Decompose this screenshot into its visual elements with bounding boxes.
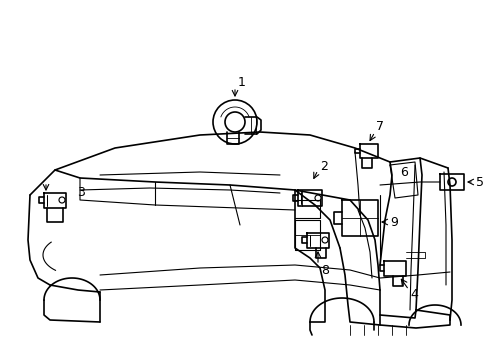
Text: 6: 6 <box>399 166 407 179</box>
Circle shape <box>59 197 65 203</box>
Text: 8: 8 <box>320 264 328 276</box>
Text: 1: 1 <box>238 76 245 89</box>
Circle shape <box>314 195 320 201</box>
Text: 9: 9 <box>389 216 397 229</box>
Text: 3: 3 <box>77 185 85 198</box>
Text: 4: 4 <box>409 288 417 301</box>
Circle shape <box>224 112 244 132</box>
Text: 5: 5 <box>475 175 483 189</box>
Circle shape <box>321 237 327 243</box>
Text: 7: 7 <box>375 121 383 134</box>
Text: 2: 2 <box>319 159 327 172</box>
Circle shape <box>213 100 257 144</box>
Circle shape <box>447 178 455 186</box>
